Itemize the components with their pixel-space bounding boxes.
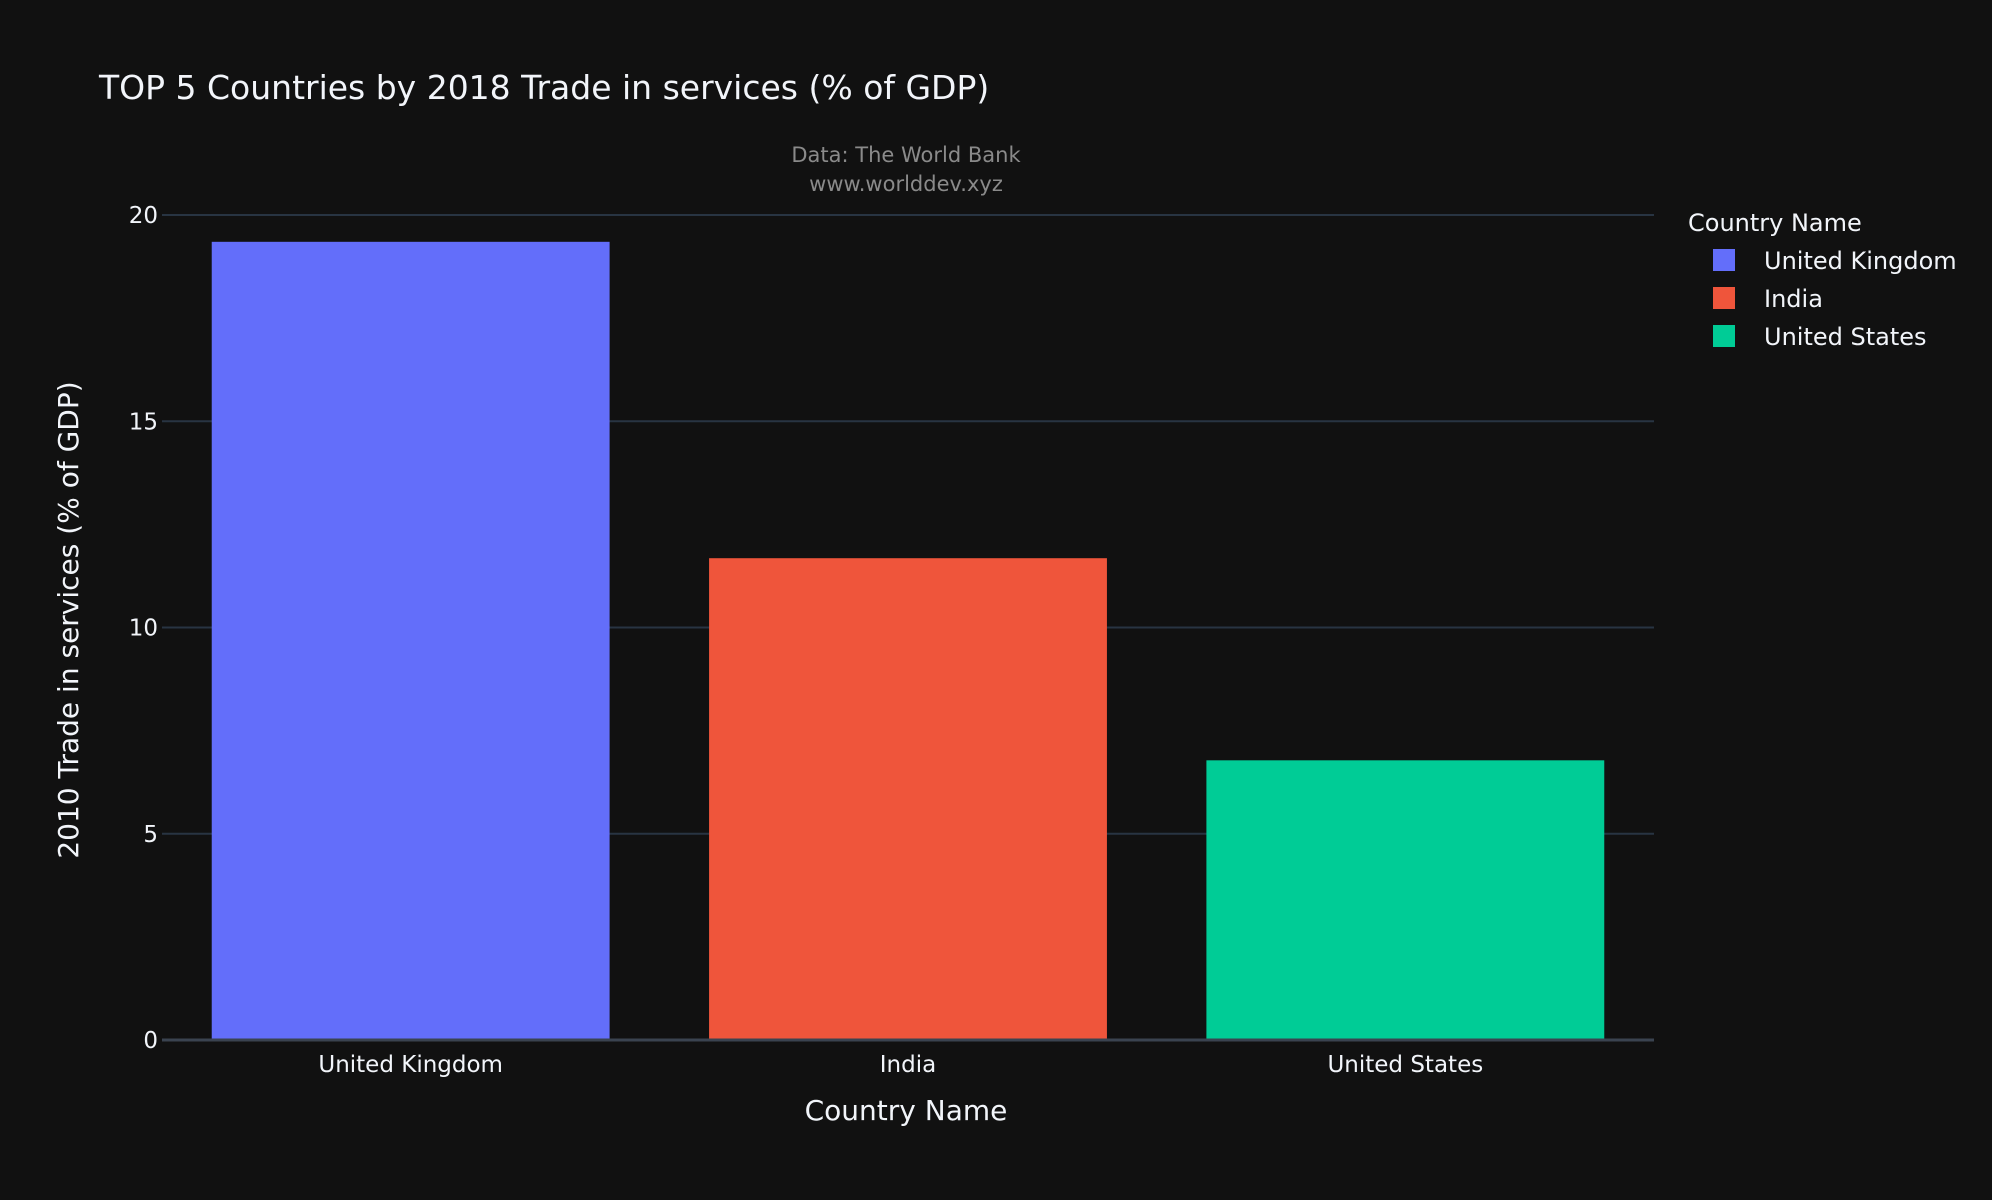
bar-united-states (1206, 760, 1605, 1040)
legend-swatch (1713, 249, 1735, 271)
x-tick-label: United Kingdom (318, 1052, 503, 1078)
source-url-annotation: www.worlddev.xyz (809, 172, 1003, 196)
chart-title: TOP 5 Countries by 2018 Trade in service… (98, 68, 989, 107)
x-axis-ticks: United Kingdom India United States (318, 1052, 1483, 1078)
legend: Country Name United Kingdom India United S… (1688, 209, 1957, 351)
legend-label: United Kingdom (1764, 247, 1957, 275)
y-tick-label: 0 (143, 1028, 158, 1054)
legend-item-united-kingdom[interactable]: United Kingdom (1713, 247, 1957, 275)
legend-title: Country Name (1688, 209, 1862, 237)
bar-india (709, 558, 1107, 1040)
y-axis-ticks: 0 5 10 15 20 (129, 203, 158, 1054)
y-tick-label: 10 (129, 616, 158, 642)
y-tick-label: 20 (129, 203, 158, 229)
legend-swatch (1713, 325, 1735, 347)
legend-swatch (1713, 287, 1735, 309)
y-tick-label: 15 (129, 409, 158, 435)
x-axis-title: Country Name (805, 1094, 1008, 1127)
legend-item-india[interactable]: India (1713, 285, 1823, 313)
bars (162, 241, 1654, 1042)
y-axis-title: 2010 Trade in services (% of GDP) (52, 381, 85, 858)
legend-label: India (1764, 285, 1823, 313)
legend-label: United States (1764, 323, 1927, 351)
y-tick-label: 5 (143, 822, 158, 848)
bar-united-kingdom (211, 241, 610, 1040)
legend-items: United Kingdom India United States (1713, 247, 1957, 351)
source-annotation: Data: The World Bank (791, 143, 1021, 167)
legend-item-united-states[interactable]: United States (1713, 323, 1927, 351)
x-tick-label: India (880, 1052, 936, 1078)
x-tick-label: United States (1327, 1052, 1483, 1078)
